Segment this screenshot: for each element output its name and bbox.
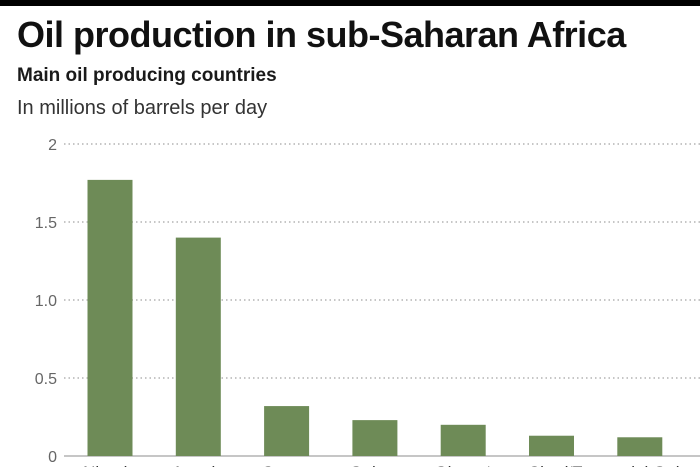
- chart-subtitle: Main oil producing countries: [17, 65, 277, 86]
- bar: [617, 437, 663, 456]
- chart-title: Oil production in sub-Saharan Africa: [17, 14, 626, 55]
- top-rule: [0, 0, 700, 6]
- bar: [87, 179, 133, 456]
- y-tick-label: 0: [48, 449, 57, 466]
- x-tick-label: Angola: [172, 463, 225, 467]
- x-tick-label: Equatorial Guinea: [572, 463, 700, 467]
- x-tick-label: Ghana*: [434, 463, 492, 467]
- y-tick-label: 2: [48, 137, 57, 154]
- bar: [440, 424, 486, 456]
- bar: [352, 420, 398, 456]
- unit-label: In millions of barrels per day: [17, 97, 268, 119]
- x-tick-label: Chad*: [528, 463, 576, 467]
- x-tick-label: Nigeria: [83, 463, 137, 467]
- bar: [529, 435, 574, 456]
- bar: [264, 406, 310, 456]
- y-tick-label: 1.0: [35, 293, 57, 310]
- x-tick-label: Gabon: [349, 463, 400, 467]
- y-tick-label: 1.5: [35, 215, 57, 232]
- x-tick-label: Congo: [262, 463, 312, 467]
- y-tick-label: 0.5: [35, 371, 57, 388]
- bar: [175, 237, 221, 456]
